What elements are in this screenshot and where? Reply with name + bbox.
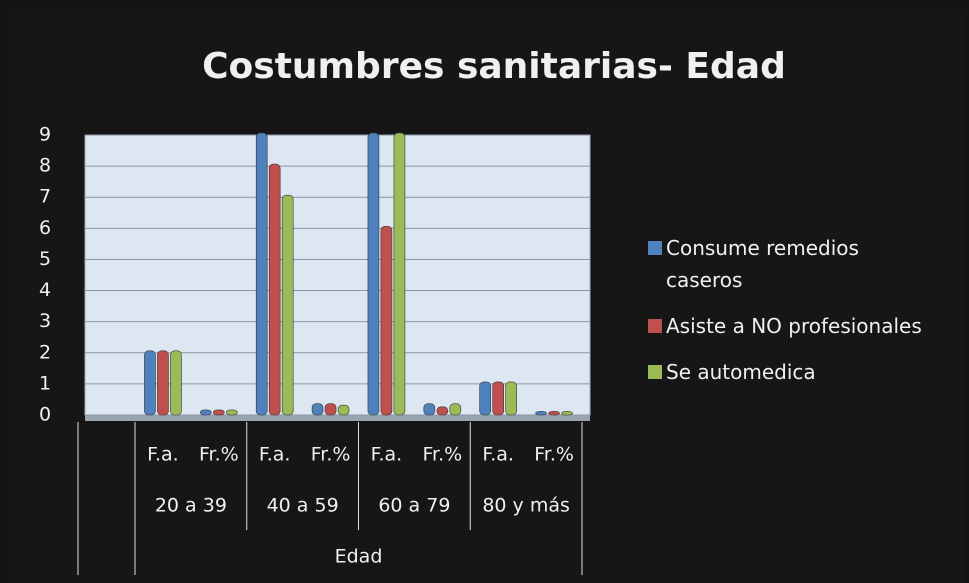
bar: [200, 409, 212, 416]
x-tick-label: Fr.%: [311, 444, 351, 466]
bar: [311, 403, 324, 416]
legend-label: Se automedica: [666, 360, 816, 384]
legend-item: Asiste a NO profesionales: [648, 310, 958, 342]
bar: [561, 411, 573, 416]
y-tick-label: 2: [39, 341, 51, 363]
bar: [367, 132, 380, 416]
legend-item: Se automedica: [648, 356, 958, 388]
x-tick-label: Fr.%: [422, 444, 462, 466]
y-tick-label: 9: [39, 124, 51, 146]
bar: [255, 132, 268, 416]
legend-label: Consume remedios caseros: [666, 236, 859, 292]
bar: [505, 381, 517, 416]
group-label: 20 a 39: [155, 495, 227, 517]
group-label: 40 a 59: [267, 495, 339, 517]
group-label: 60 a 79: [378, 495, 450, 517]
legend-swatch: [648, 319, 662, 333]
y-tick-label: 7: [39, 186, 51, 208]
bar: [281, 194, 294, 416]
x-tick-label: F.a.: [371, 444, 403, 466]
bar: [423, 403, 436, 416]
x-tick-label: F.a.: [259, 444, 291, 466]
legend: Consume remedios caseros Asiste a NO prof…: [648, 232, 958, 402]
y-tick-label: 1: [39, 372, 51, 394]
bar: [268, 163, 281, 416]
y-tick-label: 8: [39, 155, 51, 177]
bar: [213, 409, 225, 416]
legend-item: Consume remedios caseros: [648, 232, 958, 296]
bar: [170, 350, 182, 416]
legend-label: Asiste a NO profesionales: [666, 314, 922, 338]
bar: [535, 411, 547, 416]
x-tick-label: F.a.: [147, 444, 179, 466]
bar: [226, 409, 238, 416]
legend-swatch: [648, 241, 662, 255]
bar: [157, 350, 169, 416]
bar: [548, 411, 560, 416]
bar: [337, 404, 350, 416]
floor: [85, 415, 590, 421]
group-label: 80 y más: [482, 495, 570, 517]
bar: [380, 226, 393, 416]
y-tick-label: 6: [39, 217, 51, 239]
y-tick-label: 4: [39, 279, 51, 301]
chart-title: Costumbres sanitarias- Edad: [202, 46, 786, 87]
x-axis-label: Edad: [335, 546, 383, 568]
bar: [393, 132, 406, 416]
y-tick-label: 3: [39, 310, 51, 332]
x-tick-label: Fr.%: [534, 444, 574, 466]
bar: [436, 406, 449, 416]
bar: [449, 403, 462, 416]
bar: [144, 350, 156, 416]
y-tick-label: 5: [39, 248, 51, 270]
y-tick-label: 0: [39, 404, 51, 426]
legend-swatch: [648, 365, 662, 379]
bar: [492, 381, 504, 416]
plot-area: [84, 134, 591, 416]
bar: [324, 403, 337, 416]
x-tick-label: Fr.%: [199, 444, 239, 466]
x-tick-label: F.a.: [482, 444, 514, 466]
bar: [479, 381, 491, 416]
